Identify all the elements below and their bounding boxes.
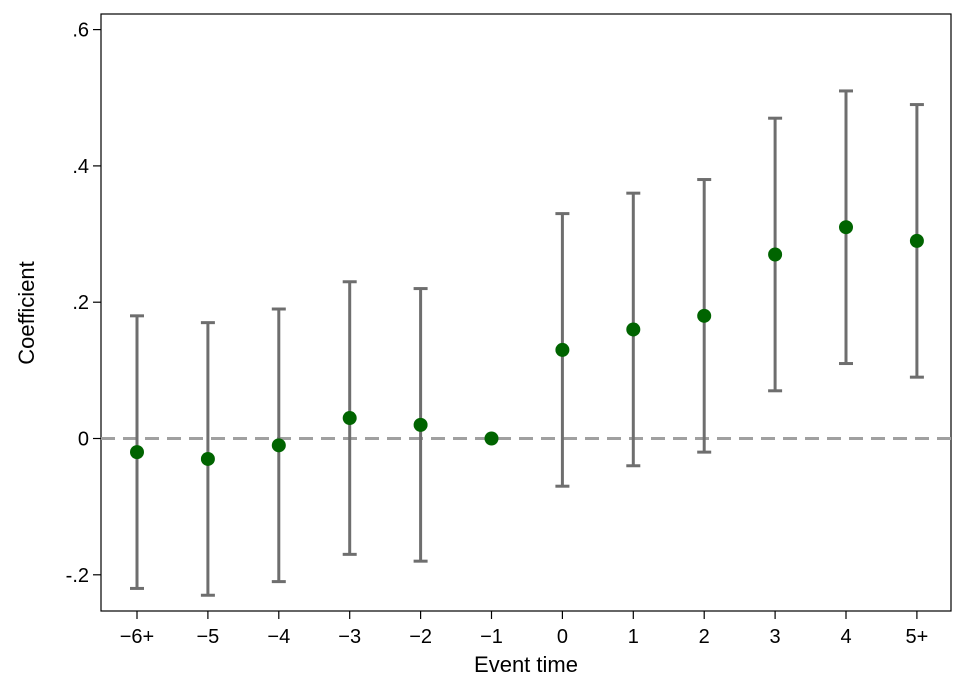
x-tick-label: −2 bbox=[409, 626, 432, 648]
x-tick-label: −3 bbox=[338, 626, 361, 648]
coefficient-point bbox=[768, 247, 783, 262]
y-tick-label: -.2 bbox=[66, 565, 89, 587]
x-tick-label: 4 bbox=[840, 626, 851, 648]
x-tick-label: −6+ bbox=[120, 626, 154, 648]
coefficient-point bbox=[484, 431, 499, 446]
y-tick-label: .6 bbox=[72, 20, 89, 42]
coefficient-point bbox=[697, 308, 712, 323]
y-axis-title: Coefficient bbox=[14, 261, 39, 365]
x-tick-label: 2 bbox=[699, 626, 710, 648]
coefficient-point bbox=[555, 342, 570, 357]
coefficient-point bbox=[626, 322, 641, 337]
coefficient-point bbox=[909, 233, 924, 248]
coefficient-point bbox=[839, 220, 853, 235]
y-tick-label: 0 bbox=[78, 429, 89, 451]
x-tick-label: −4 bbox=[267, 626, 290, 648]
coefficient-point bbox=[413, 417, 428, 432]
x-tick-label: 1 bbox=[628, 626, 639, 648]
coefficient-point bbox=[200, 451, 215, 466]
x-tick-label: 0 bbox=[557, 626, 568, 648]
coefficient-point bbox=[342, 411, 357, 426]
x-tick-label: −1 bbox=[480, 626, 503, 648]
y-tick-label: .4 bbox=[72, 156, 89, 178]
y-tick-label: .2 bbox=[72, 292, 89, 314]
x-tick-label: −5 bbox=[196, 626, 219, 648]
x-tick-label: 3 bbox=[770, 626, 781, 648]
plot-area bbox=[100, 13, 952, 612]
coefficient-point bbox=[271, 438, 286, 453]
coefficient-point bbox=[130, 445, 144, 460]
x-tick-label: 5+ bbox=[905, 626, 928, 648]
x-axis-title: Event time bbox=[474, 652, 578, 677]
